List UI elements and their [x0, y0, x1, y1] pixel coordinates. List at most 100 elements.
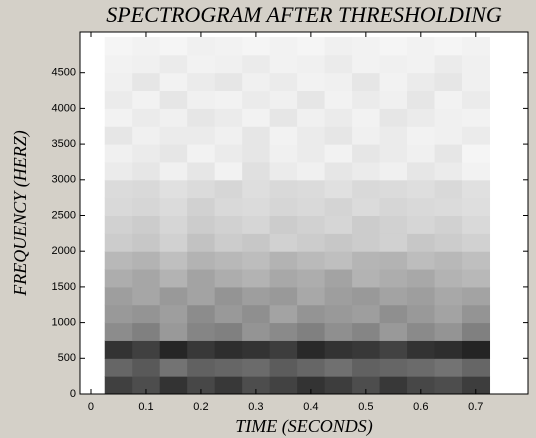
cell [462, 340, 491, 359]
cell [187, 322, 216, 341]
cell [379, 108, 408, 127]
cell [132, 161, 161, 181]
cell [324, 108, 353, 127]
cell [379, 286, 408, 306]
cell [159, 197, 188, 216]
cell [242, 36, 271, 56]
cell [214, 376, 243, 395]
cell [159, 376, 188, 395]
cell [132, 269, 161, 288]
cell [462, 269, 491, 288]
y-tick-label: 500 [58, 352, 76, 364]
cell [187, 304, 216, 324]
cell [324, 72, 353, 92]
cell [324, 215, 353, 234]
cell [352, 215, 381, 234]
cell [187, 197, 216, 216]
cell [434, 322, 463, 341]
cell [159, 304, 188, 324]
cell [104, 108, 133, 127]
cell [132, 36, 161, 56]
cell [407, 72, 436, 92]
cell [379, 90, 408, 109]
cell [187, 54, 216, 74]
cell [434, 376, 463, 395]
cell [242, 340, 271, 359]
cell [324, 197, 353, 216]
cell [242, 179, 271, 199]
cell [132, 251, 161, 270]
cell [187, 179, 216, 199]
cell [407, 90, 436, 109]
cell [407, 161, 436, 181]
cell [269, 179, 298, 199]
cell [379, 251, 408, 270]
cell [462, 90, 491, 109]
cell [297, 322, 326, 341]
cell [407, 197, 436, 216]
cell [434, 54, 463, 74]
cell [214, 179, 243, 199]
cell [159, 90, 188, 109]
cell [269, 358, 298, 377]
cell [242, 72, 271, 92]
cell [352, 161, 381, 181]
cell [214, 233, 243, 252]
cell [104, 286, 133, 306]
cell [104, 161, 133, 181]
cell [407, 269, 436, 288]
cell [269, 144, 298, 163]
cell [379, 126, 408, 145]
cell [159, 144, 188, 163]
cell [324, 233, 353, 252]
cell [159, 233, 188, 252]
cell [462, 179, 491, 199]
cell [462, 376, 491, 395]
cell [104, 90, 133, 109]
cell [214, 144, 243, 163]
cell [242, 304, 271, 324]
y-tick-label: 2000 [52, 245, 76, 257]
x-tick-label: 0.7 [468, 401, 483, 413]
cell [269, 251, 298, 270]
cell [269, 197, 298, 216]
cell [407, 36, 436, 56]
cell [269, 72, 298, 92]
cell [132, 340, 161, 359]
cell [187, 251, 216, 270]
cell [159, 54, 188, 74]
cell [242, 322, 271, 341]
cell [352, 322, 381, 341]
cell [242, 197, 271, 216]
cell [104, 126, 133, 145]
cell [132, 90, 161, 109]
cell [159, 36, 188, 56]
cell [104, 376, 133, 395]
cell [104, 197, 133, 216]
cell [132, 179, 161, 199]
cell [352, 358, 381, 377]
cell [242, 269, 271, 288]
y-tick-label: 0 [70, 388, 76, 400]
cell [242, 144, 271, 163]
cell [434, 179, 463, 199]
cell [407, 215, 436, 234]
cell [214, 72, 243, 92]
cell [407, 340, 436, 359]
cell [242, 108, 271, 127]
cell [297, 36, 326, 56]
cell [159, 286, 188, 306]
cell [352, 90, 381, 109]
cell [214, 126, 243, 145]
cell [269, 340, 298, 359]
cell [462, 36, 491, 56]
cell [242, 376, 271, 395]
cell [434, 286, 463, 306]
cell [132, 72, 161, 92]
cell [379, 340, 408, 359]
cell [269, 304, 298, 324]
cell [434, 340, 463, 359]
cell [324, 304, 353, 324]
cell [352, 126, 381, 145]
cell [324, 340, 353, 359]
